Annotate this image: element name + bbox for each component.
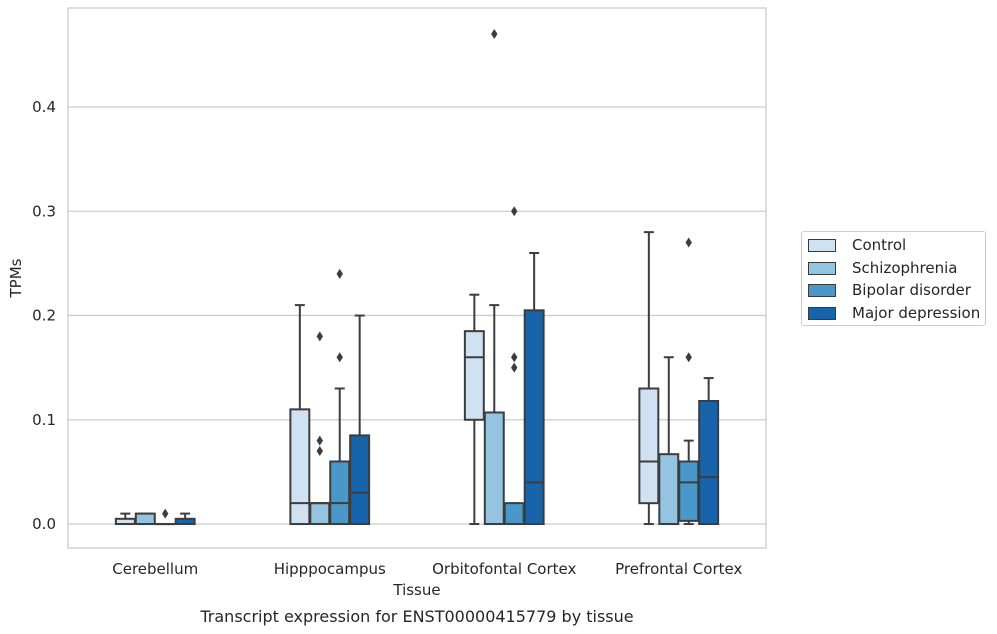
legend-swatch-control (808, 238, 836, 252)
box-1-1 (309, 331, 331, 526)
outlier-point (511, 362, 518, 373)
box-0-2 (154, 508, 176, 526)
y-axis-label: TPMs (7, 258, 25, 298)
box-3-2 (678, 237, 700, 526)
box-0-0 (114, 512, 136, 526)
box-0-1 (134, 512, 156, 526)
box-rect (483, 411, 505, 526)
legend-item-control: Control (808, 236, 906, 254)
box-2-1 (483, 29, 505, 526)
legend-label-control: Control (852, 236, 907, 254)
box-2-2 (503, 206, 525, 526)
box-rect (678, 460, 700, 522)
legend-swatch-schizophrenia (808, 261, 836, 275)
outlier-point (491, 29, 498, 40)
outlier-point (511, 206, 518, 217)
y-tick-labels: 0.0 0.1 0.2 0.3 0.4 (32, 98, 56, 533)
box-2-0 (463, 293, 485, 526)
x-tick-label: Prefrontal Cortex (615, 560, 742, 578)
outlier-point (316, 435, 323, 446)
outlier-point (685, 352, 692, 363)
x-axis-label: Tissue (392, 581, 440, 599)
legend-item-schizophrenia: Schizophrenia (808, 259, 957, 277)
x-tick-label: Orbitofontal Cortex (432, 560, 576, 578)
box-rect (523, 309, 545, 526)
plot-frame (67, 7, 767, 549)
box-rect (658, 453, 680, 526)
x-tick-label: Cerebellum (112, 560, 198, 578)
outlier-point (162, 508, 169, 519)
outlier-point (685, 237, 692, 248)
box-rect (503, 502, 525, 526)
box-3-3 (698, 377, 720, 526)
outlier-point (316, 331, 323, 342)
box-plot-marks (114, 29, 720, 526)
box-rect (134, 512, 156, 526)
outlier-point (511, 352, 518, 363)
outlier-point (336, 352, 343, 363)
y-tick-label: 0.3 (32, 202, 56, 220)
box-rect (349, 434, 371, 526)
box-3-1 (658, 356, 680, 526)
chart-caption: Transcript expression for ENST0000041577… (199, 607, 633, 626)
box-2-3 (523, 251, 545, 526)
y-tick-label: 0.4 (32, 98, 56, 116)
legend-item-major-depression: Major depression (808, 304, 980, 322)
box-rect (638, 387, 660, 505)
outlier-point (316, 446, 323, 457)
box-rect (289, 408, 311, 526)
legend-label-schizophrenia: Schizophrenia (852, 259, 958, 277)
box-0-3 (174, 512, 196, 526)
legend: Control Schizophrenia Bipolar disorder M… (801, 231, 986, 326)
box-rect (329, 460, 351, 526)
box-1-3 (349, 314, 371, 526)
legend-label-bipolar-disorder: Bipolar disorder (852, 281, 971, 299)
legend-label-major-depression: Major depression (852, 304, 981, 322)
box-1-0 (289, 304, 311, 526)
outlier-point (336, 268, 343, 279)
y-tick-label: 0.1 (32, 411, 56, 429)
legend-swatch-bipolar-disorder (808, 283, 836, 297)
y-tick-label: 0.0 (32, 515, 56, 533)
box-rect (309, 502, 331, 526)
x-tick-label: Hipppocampus (274, 560, 386, 578)
box-rect (463, 330, 485, 421)
y-tick-label: 0.2 (32, 307, 56, 325)
legend-item-bipolar-disorder: Bipolar disorder (808, 281, 971, 299)
legend-swatch-major-depression (808, 306, 836, 320)
box-1-2 (329, 268, 351, 526)
x-tick-labels: Cerebellum Hipppocampus Orbitofontal Corte… (112, 560, 742, 578)
box-rect (698, 400, 720, 526)
box-3-0 (638, 231, 660, 526)
